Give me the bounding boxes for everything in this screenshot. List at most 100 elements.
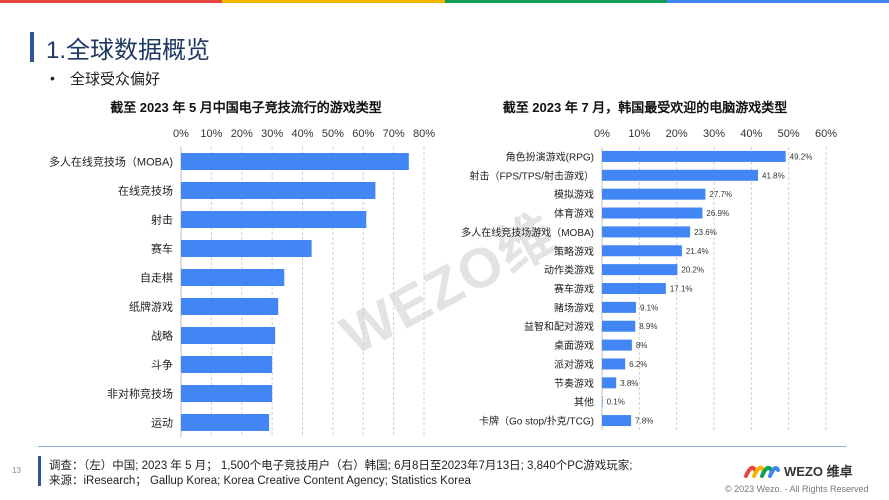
data-label: 0.1% <box>607 398 625 407</box>
category-label: 赌场游戏 <box>554 301 594 314</box>
bar <box>602 188 706 200</box>
title-accent-bar <box>30 32 34 62</box>
bar <box>181 385 273 402</box>
logo-text: WEZO 维卓 <box>784 463 853 479</box>
category-label: 自走棋 <box>140 271 173 285</box>
bar <box>181 153 409 170</box>
subtitle-bullet: 全球受众偏好 <box>70 71 161 88</box>
x-tick-label: 20% <box>231 128 253 140</box>
bar <box>181 269 285 286</box>
top-bar-red <box>0 0 223 3</box>
left-chart: 0% 10% 20% 30% 40% 50% 60% 70% 80% 多人在线竞技场（MOBA) 在… <box>49 128 435 437</box>
bar <box>181 298 279 315</box>
data-label: 26.9% <box>706 209 729 218</box>
bar <box>602 150 786 162</box>
category-label: 模拟游戏 <box>554 188 594 201</box>
x-tick-label: 30% <box>261 128 283 140</box>
category-label: 桌面游戏 <box>554 339 594 352</box>
data-label: 6.2% <box>629 360 647 369</box>
bar <box>181 182 376 199</box>
bar <box>602 358 626 370</box>
data-label: 20.2% <box>681 266 704 275</box>
category-label: 策略游戏 <box>554 245 594 258</box>
category-label: 非对称竞技场 <box>107 387 173 401</box>
left-chart-title: 截至 2023 年 5 月中国电子竞技流行的游戏类型 <box>110 100 382 115</box>
brand-logo: WEZO 维卓 <box>744 460 853 480</box>
category-label: 斗争 <box>151 358 173 372</box>
top-color-bar <box>0 0 889 3</box>
category-label: 纸牌游戏 <box>129 300 173 314</box>
bar <box>602 396 603 408</box>
bar <box>181 211 367 228</box>
right-chart-title: 截至 2023 年 7 月，韩国最受欢迎的电脑游戏类型 <box>503 100 788 115</box>
bar <box>602 207 703 219</box>
page-title: 1.全球数据概览 <box>46 37 211 64</box>
survey-note: 调查：（左）中国; 2023 年 5 月； 1,500个电子竞技用户（右）韩国;… <box>49 460 633 472</box>
footer-divider <box>38 446 846 447</box>
data-label: 8% <box>636 341 648 350</box>
category-label: 节奏游戏 <box>554 377 594 390</box>
category-label: 角色扮演游戏(RPG) <box>506 150 594 163</box>
data-label: 17.1% <box>670 285 693 294</box>
x-tick-label: 20% <box>666 128 688 140</box>
category-label: 其他 <box>574 396 594 409</box>
category-label: 派对游戏 <box>554 358 594 371</box>
category-label: 多人在线竞技场游戏（MOBA) <box>461 226 594 239</box>
x-tick-label: 30% <box>703 128 725 140</box>
data-label: 21.4% <box>686 247 709 256</box>
category-label: 体育游戏 <box>554 207 594 220</box>
bar <box>602 339 632 351</box>
x-tick-label: 10% <box>628 128 650 140</box>
data-label: 27.7% <box>709 190 732 199</box>
category-label: 益智和配对游戏 <box>524 320 594 333</box>
x-tick-label: 0% <box>594 128 610 140</box>
data-label: 3.8% <box>620 379 638 388</box>
category-label: 多人在线竞技场（MOBA) <box>49 155 173 169</box>
category-label: 赛车 <box>151 242 173 256</box>
data-label: 8.9% <box>639 322 657 331</box>
x-tick-label: 50% <box>778 128 800 140</box>
footer-accent-bar <box>38 456 41 486</box>
top-bar-blue <box>666 0 889 3</box>
category-label: 赛车游戏 <box>554 283 594 296</box>
bar <box>602 264 678 276</box>
copyright: © 2023 Wezo. - All Rights Reserved <box>725 484 869 494</box>
bar <box>602 169 759 181</box>
x-tick-label: 70% <box>383 128 405 140</box>
category-label: 射击（FPS/TPS/射击游戏） <box>470 169 594 182</box>
source-note: 来源：iResearch； Gallup Korea; Korea Creati… <box>49 475 471 487</box>
data-label: 41.8% <box>762 171 785 180</box>
right-chart: 0% 10% 20% 30% 40% 50% 60% 角色扮演游戏(RPG) 49.2% 射击（F… <box>461 128 837 430</box>
bar <box>181 356 273 373</box>
x-tick-label: 10% <box>200 128 222 140</box>
category-label: 射击 <box>151 213 173 227</box>
bar <box>602 377 617 389</box>
wezo-logo-icon <box>744 465 780 478</box>
bar <box>602 283 666 294</box>
bar <box>602 320 636 332</box>
bar <box>181 327 276 344</box>
x-tick-label: 60% <box>352 128 374 140</box>
bar <box>602 415 632 427</box>
x-tick-label: 80% <box>413 128 435 140</box>
bullet-dot-icon: • <box>50 70 55 86</box>
bar <box>602 301 636 313</box>
category-label: 在线竞技场 <box>118 184 173 198</box>
x-tick-label: 0% <box>173 128 189 140</box>
data-label: 23.6% <box>694 228 717 237</box>
bar <box>602 245 682 257</box>
category-label: 卡牌（Go stop/扑克/TCG) <box>479 415 594 428</box>
x-tick-label: 40% <box>291 128 313 140</box>
x-tick-label: 60% <box>815 128 837 140</box>
bar <box>602 226 691 238</box>
category-label: 动作类游戏 <box>544 264 594 277</box>
bar <box>181 240 312 257</box>
category-label: 战略 <box>151 329 173 343</box>
x-tick-label: 50% <box>322 128 344 140</box>
bar <box>181 414 270 431</box>
top-bar-green <box>444 0 667 3</box>
page-number: 13 <box>12 466 21 475</box>
top-bar-yellow <box>222 0 445 3</box>
category-label: 运动 <box>151 417 173 430</box>
